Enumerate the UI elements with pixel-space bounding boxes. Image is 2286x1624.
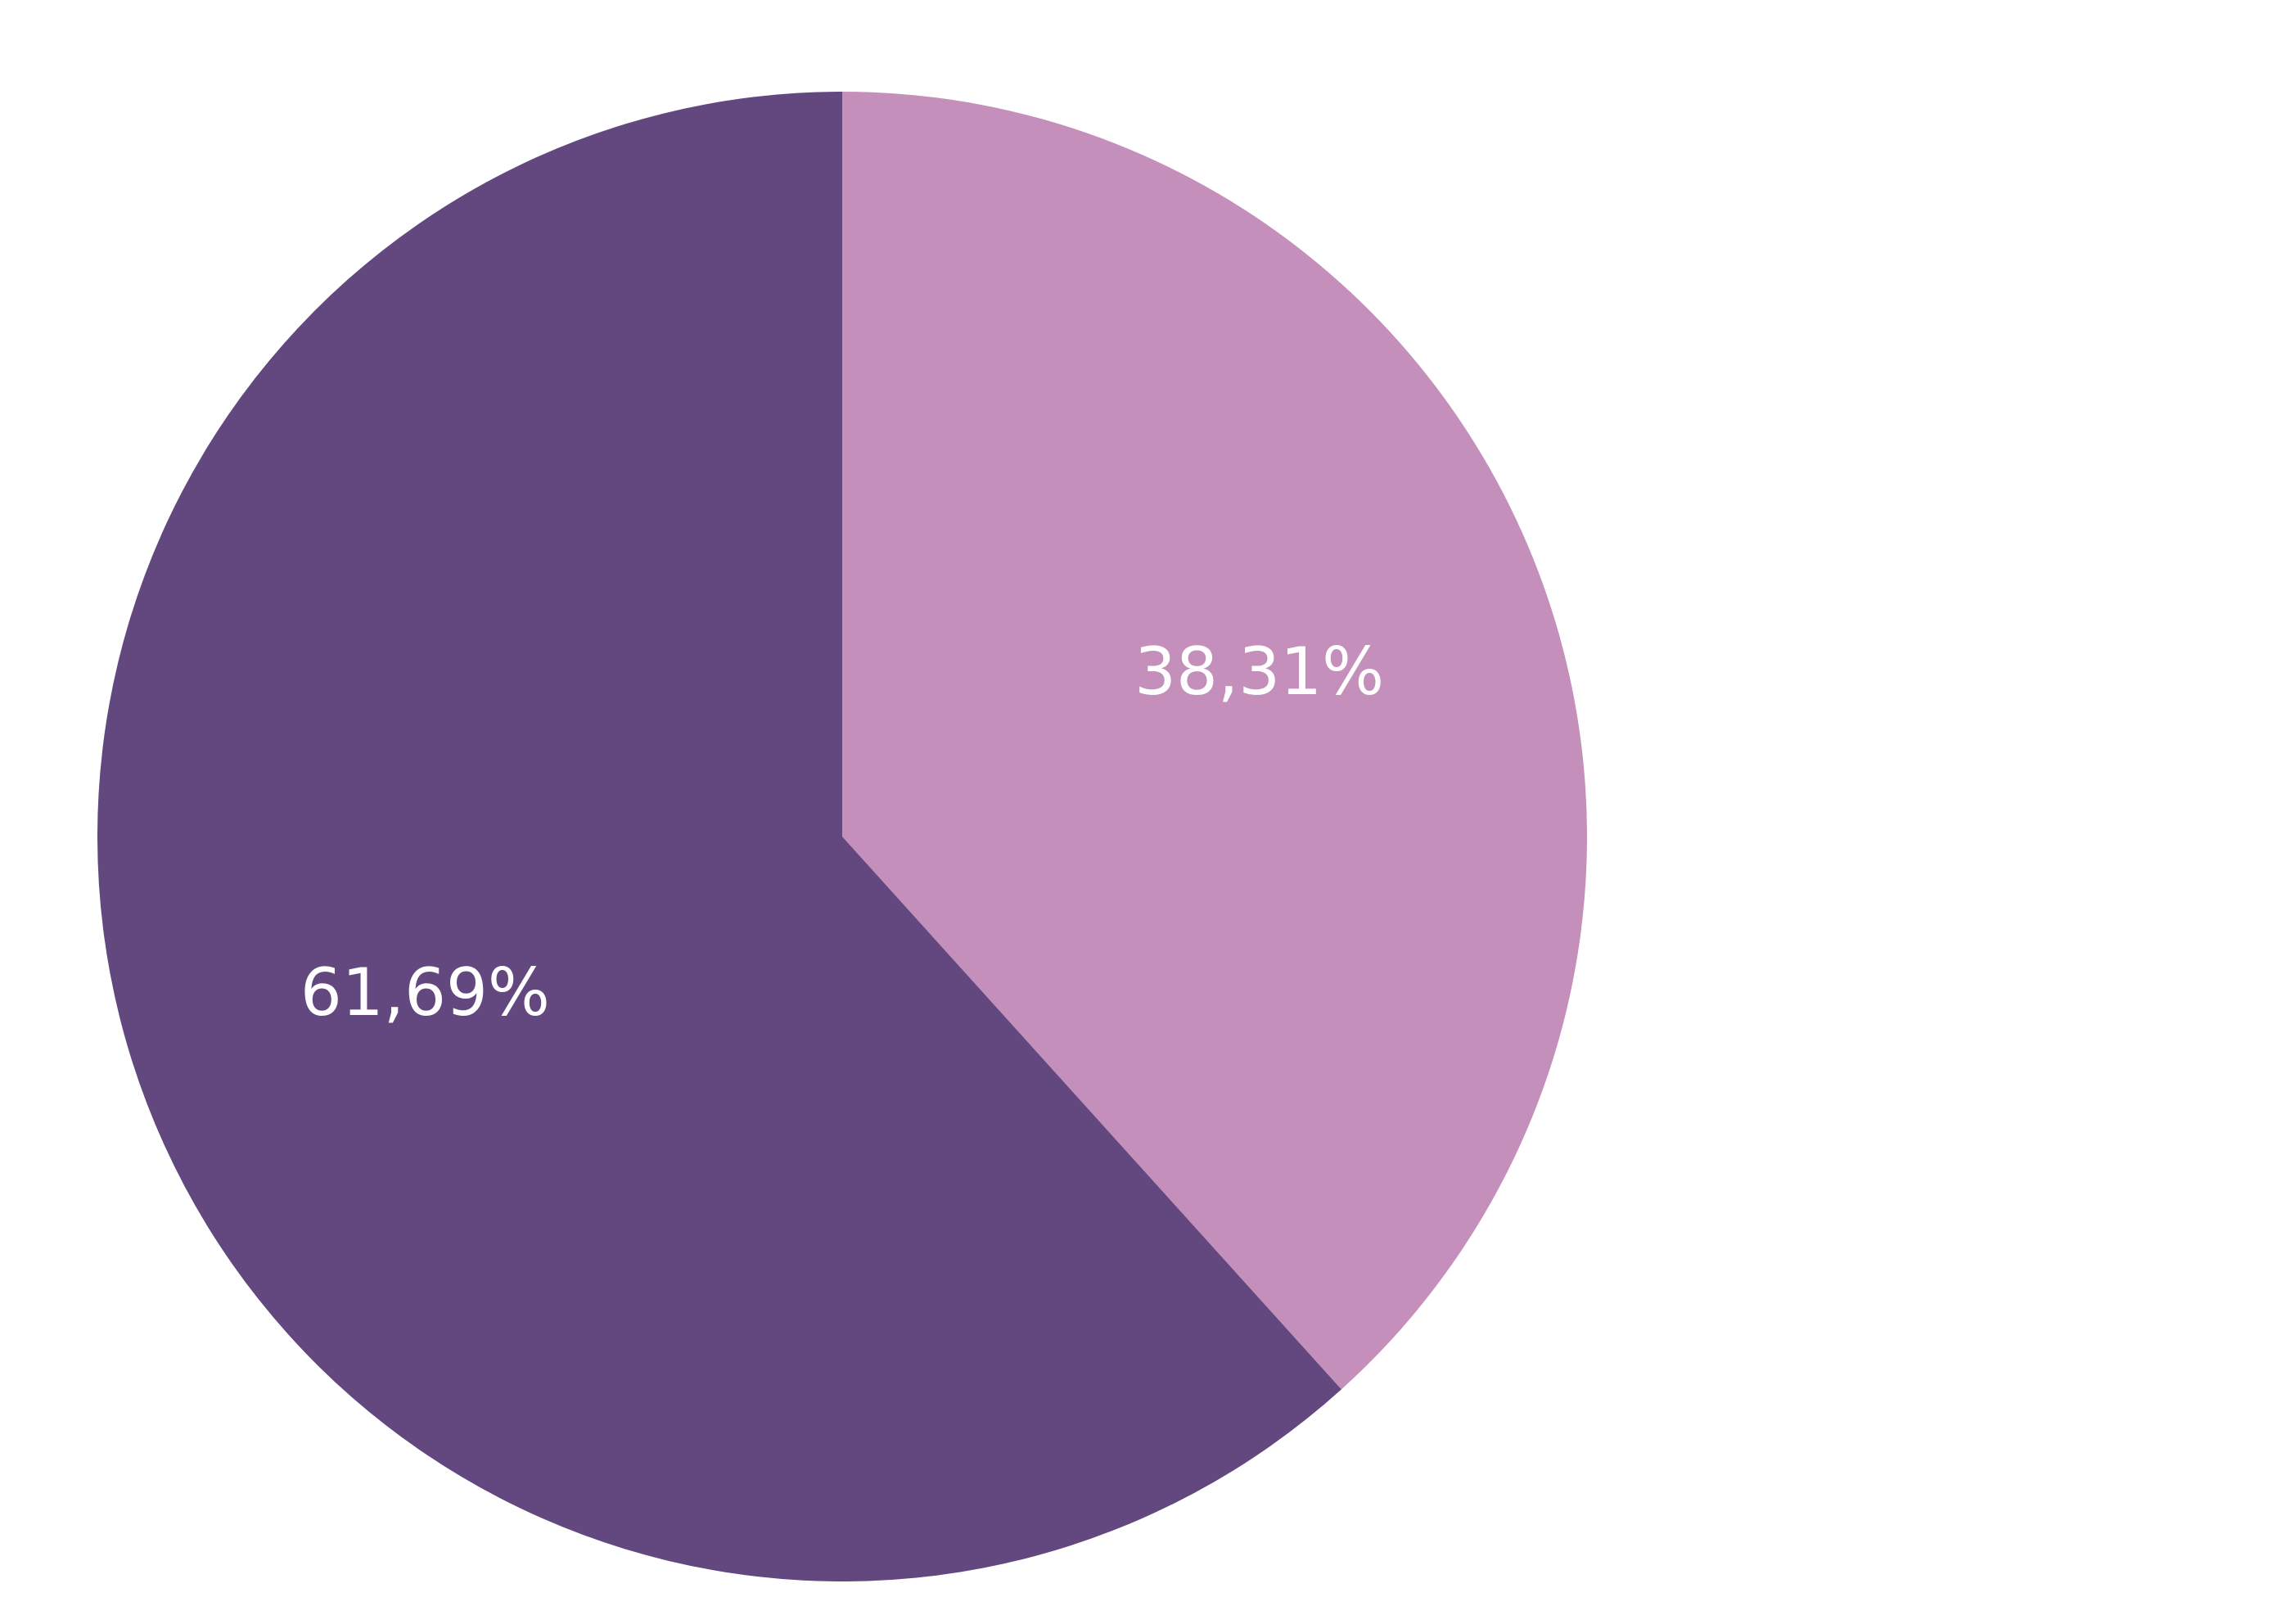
data-label: 38,31% xyxy=(1134,634,1384,710)
data-label: 61,69% xyxy=(300,954,550,1031)
pie-slice xyxy=(842,92,1588,1390)
pie-slice xyxy=(97,92,1341,1581)
